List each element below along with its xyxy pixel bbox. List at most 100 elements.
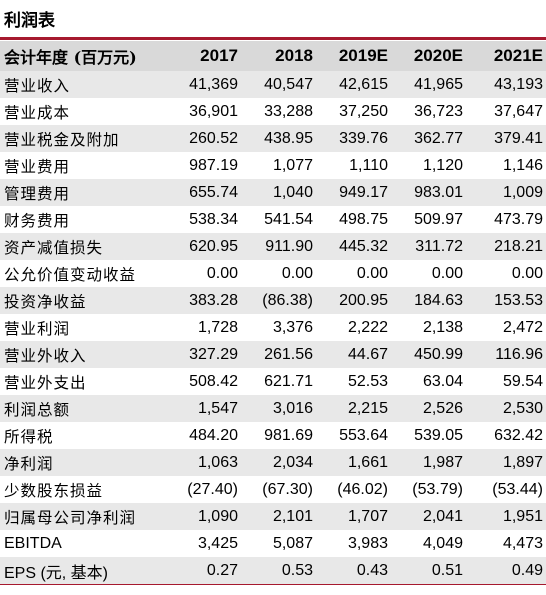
row-label: 营业外收入 xyxy=(0,341,161,368)
table-row: 营业成本 36,901 33,288 37,250 36,723 37,647 xyxy=(0,98,546,125)
cell-value: 1,987 xyxy=(391,449,466,476)
cell-value: 153.53 xyxy=(466,287,546,314)
cell-value: 1,146 xyxy=(466,152,546,179)
cell-value: 3,983 xyxy=(316,530,391,557)
income-statement-table: 会计年度 (百万元) 2017 2018 2019E 2020E 2021E 营… xyxy=(0,41,546,585)
cell-value: 41,369 xyxy=(161,71,241,98)
year-header: 2019E xyxy=(316,41,391,71)
cell-value: 1,547 xyxy=(161,395,241,422)
row-label: 投资净收益 xyxy=(0,287,161,314)
row-label: 营业成本 xyxy=(0,98,161,125)
cell-value: 36,723 xyxy=(391,98,466,125)
cell-value: 3,016 xyxy=(241,395,316,422)
cell-value: (27.40) xyxy=(161,476,241,503)
table-title: 利润表 xyxy=(4,11,55,31)
cell-value: 473.79 xyxy=(466,206,546,233)
cell-value: 3,425 xyxy=(161,530,241,557)
year-header: 2018 xyxy=(241,41,316,71)
cell-value: 379.41 xyxy=(466,125,546,152)
table-row: 营业收入 41,369 40,547 42,615 41,965 43,193 xyxy=(0,71,546,98)
table-row: 公允价值变动收益 0.00 0.00 0.00 0.00 0.00 xyxy=(0,260,546,287)
cell-value: 383.28 xyxy=(161,287,241,314)
table-row: EBITDA 3,425 5,087 3,983 4,049 4,473 xyxy=(0,530,546,557)
table-row: 利润总额 1,547 3,016 2,215 2,526 2,530 xyxy=(0,395,546,422)
cell-value: 450.99 xyxy=(391,341,466,368)
cell-value: 981.69 xyxy=(241,422,316,449)
cell-value: 553.64 xyxy=(316,422,391,449)
cell-value: 983.01 xyxy=(391,179,466,206)
cell-value: 37,250 xyxy=(316,98,391,125)
cell-value: 911.90 xyxy=(241,233,316,260)
cell-value: 438.95 xyxy=(241,125,316,152)
cell-value: 1,951 xyxy=(466,503,546,530)
table-row: 财务费用 538.34 541.54 498.75 509.97 473.79 xyxy=(0,206,546,233)
table-row: 营业费用 987.19 1,077 1,110 1,120 1,146 xyxy=(0,152,546,179)
cell-value: 632.42 xyxy=(466,422,546,449)
row-label: 管理费用 xyxy=(0,179,161,206)
table-row: 管理费用 655.74 1,040 949.17 983.01 1,009 xyxy=(0,179,546,206)
cell-value: 987.19 xyxy=(161,152,241,179)
cell-value: (53.79) xyxy=(391,476,466,503)
cell-value: 0.53 xyxy=(241,557,316,585)
cell-value: 52.53 xyxy=(316,368,391,395)
cell-value: 3,376 xyxy=(241,314,316,341)
cell-value: 2,472 xyxy=(466,314,546,341)
cell-value: 498.75 xyxy=(316,206,391,233)
cell-value: 2,526 xyxy=(391,395,466,422)
cell-value: 63.04 xyxy=(391,368,466,395)
row-label: EBITDA xyxy=(0,530,161,557)
row-label: 少数股东损益 xyxy=(0,476,161,503)
cell-value: 1,063 xyxy=(161,449,241,476)
cell-value: 0.51 xyxy=(391,557,466,585)
cell-value: 59.54 xyxy=(466,368,546,395)
cell-value: 33,288 xyxy=(241,98,316,125)
cell-value: 5,087 xyxy=(241,530,316,557)
cell-value: 184.63 xyxy=(391,287,466,314)
cell-value: 0.49 xyxy=(466,557,546,585)
row-label: 营业税金及附加 xyxy=(0,125,161,152)
table-row: 所得税 484.20 981.69 553.64 539.05 632.42 xyxy=(0,422,546,449)
cell-value: 311.72 xyxy=(391,233,466,260)
cell-value: 37,647 xyxy=(466,98,546,125)
cell-value: 327.29 xyxy=(161,341,241,368)
row-label: EPS (元, 基本) xyxy=(0,557,161,585)
cell-value: 538.34 xyxy=(161,206,241,233)
cell-value: 36,901 xyxy=(161,98,241,125)
cell-value: 484.20 xyxy=(161,422,241,449)
table-row: 归属母公司净利润 1,090 2,101 1,707 2,041 1,951 xyxy=(0,503,546,530)
cell-value: 43,193 xyxy=(466,71,546,98)
cell-value: 260.52 xyxy=(161,125,241,152)
cell-value: 2,101 xyxy=(241,503,316,530)
cell-value: 0.27 xyxy=(161,557,241,585)
cell-value: 655.74 xyxy=(161,179,241,206)
cell-value: 0.00 xyxy=(391,260,466,287)
cell-value: 1,040 xyxy=(241,179,316,206)
row-label: 营业外支出 xyxy=(0,368,161,395)
cell-value: 0.00 xyxy=(241,260,316,287)
cell-value: 0.00 xyxy=(161,260,241,287)
cell-value: 539.05 xyxy=(391,422,466,449)
table-row: 营业利润 1,728 3,376 2,222 2,138 2,472 xyxy=(0,314,546,341)
cell-value: 541.54 xyxy=(241,206,316,233)
cell-value: 40,547 xyxy=(241,71,316,98)
cell-value: 4,473 xyxy=(466,530,546,557)
cell-value: 949.17 xyxy=(316,179,391,206)
cell-value: 2,034 xyxy=(241,449,316,476)
cell-value: 1,897 xyxy=(466,449,546,476)
cell-value: 445.32 xyxy=(316,233,391,260)
cell-value: 508.42 xyxy=(161,368,241,395)
title-divider xyxy=(0,37,546,40)
cell-value: 1,661 xyxy=(316,449,391,476)
cell-value: 44.67 xyxy=(316,341,391,368)
row-label: 营业收入 xyxy=(0,71,161,98)
cell-value: 2,041 xyxy=(391,503,466,530)
year-header: 2017 xyxy=(161,41,241,71)
cell-value: (86.38) xyxy=(241,287,316,314)
table-row: 净利润 1,063 2,034 1,661 1,987 1,897 xyxy=(0,449,546,476)
cell-value: 1,077 xyxy=(241,152,316,179)
row-label: 所得税 xyxy=(0,422,161,449)
cell-value: 509.97 xyxy=(391,206,466,233)
cell-value: 2,222 xyxy=(316,314,391,341)
row-label: 利润总额 xyxy=(0,395,161,422)
row-label: 净利润 xyxy=(0,449,161,476)
